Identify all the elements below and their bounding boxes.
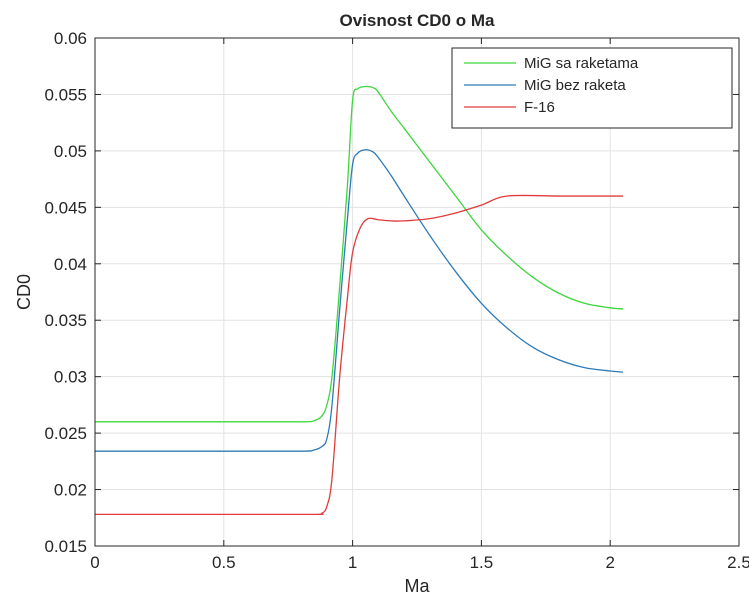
- legend-label: MiG sa raketama: [524, 55, 639, 72]
- series-line-mig-bez-raketa: [95, 149, 624, 452]
- y-tick-label: 0.03: [54, 368, 87, 387]
- y-tick-label: 0.05: [54, 142, 87, 161]
- x-tick-label: 1: [348, 553, 357, 572]
- y-tick-label: 0.045: [44, 198, 87, 217]
- x-tick-label: 2: [605, 553, 614, 572]
- legend-box: [451, 47, 733, 129]
- series-line-f-16: [94, 194, 624, 516]
- x-tick-label: 0.5: [212, 553, 236, 572]
- legend-label: F-16: [524, 99, 555, 116]
- x-axis-label: Ma: [404, 576, 430, 596]
- y-tick-label: 0.06: [54, 29, 87, 48]
- axes-box: [94, 37, 740, 547]
- x-tick-label: 2.5: [727, 553, 749, 572]
- x-tick-label: 1.5: [470, 553, 494, 572]
- legend: MiG sa raketama MiG bez raketa F-16: [451, 47, 733, 129]
- y-axis-label: CD0: [14, 274, 34, 310]
- series-line-mig-sa-raketama: [95, 85, 624, 423]
- y-tick-label: 0.035: [44, 311, 87, 330]
- chart-title: Ovisnost CD0 o Ma: [340, 11, 495, 30]
- y-tick-label: 0.02: [54, 481, 87, 500]
- legend-label: MiG bez raketa: [524, 77, 626, 94]
- x-tick-label: 0: [90, 553, 99, 572]
- y-tick-label: 0.055: [44, 85, 87, 104]
- y-tick-label: 0.04: [54, 255, 87, 274]
- ticks: 0 0.5 1 1.5 2 2.5 0.015 0.02 0.025 0.03 0.035 0.04 0…: [44, 29, 749, 572]
- y-tick-label: 0.025: [44, 424, 87, 443]
- y-tick-label: 0.015: [44, 537, 87, 556]
- series-layer: [94, 85, 624, 516]
